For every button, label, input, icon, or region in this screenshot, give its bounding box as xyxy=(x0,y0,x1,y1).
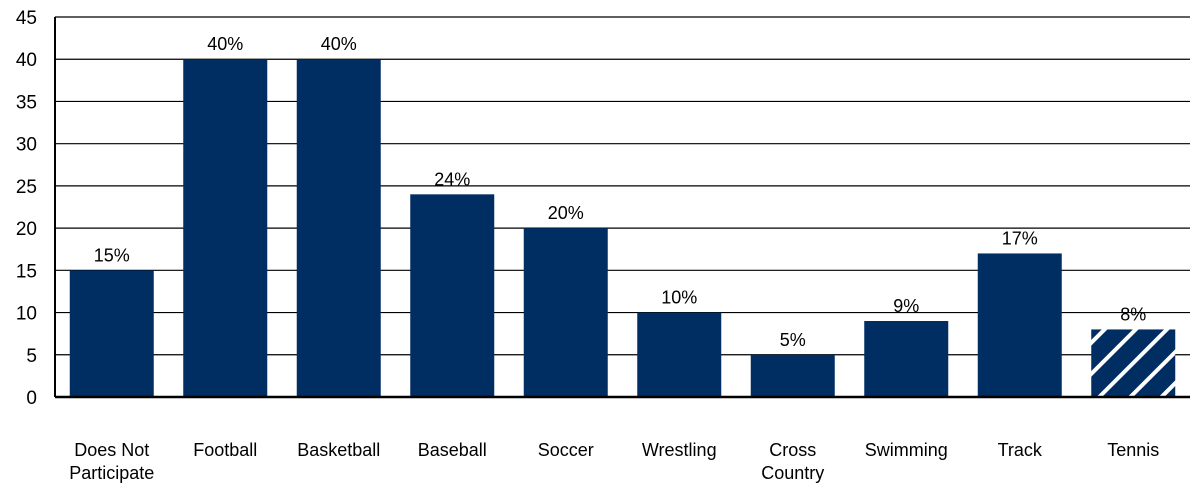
bar-wrestling xyxy=(637,312,722,397)
bar-soccer xyxy=(523,228,608,397)
data-label: 15% xyxy=(94,245,130,265)
y-tick-label: 0 xyxy=(26,388,37,409)
data-label: 9% xyxy=(893,296,919,316)
y-tick-label: 20 xyxy=(16,219,37,240)
data-labels: 15% 40% 40% 24% 20% 10% 5% 9% 17% 8% xyxy=(94,34,1147,350)
y-tick-label: 5 xyxy=(26,346,37,367)
y-tick-label: 40 xyxy=(16,50,37,71)
x-tick-label: Track xyxy=(998,440,1043,460)
bar-basketball xyxy=(296,59,381,397)
data-label: 20% xyxy=(548,203,584,223)
bar-cross-country xyxy=(750,354,835,397)
x-tick-label: Swimming xyxy=(865,440,948,460)
y-tick-label: 35 xyxy=(16,92,37,113)
data-label: 5% xyxy=(780,330,806,350)
data-label: 8% xyxy=(1120,304,1146,324)
bar-baseball xyxy=(410,194,495,397)
x-tick-label: Does Not Participate xyxy=(69,440,154,483)
y-tick-label: 30 xyxy=(16,135,37,156)
x-tick-label: Cross Country xyxy=(761,440,824,483)
data-label: 40% xyxy=(321,34,357,54)
data-label: 10% xyxy=(661,288,697,308)
x-tick-label: Soccer xyxy=(538,440,594,460)
y-axis-ticks: 0 5 10 15 20 25 30 35 40 45 xyxy=(16,8,37,409)
x-tick-label: Tennis xyxy=(1107,440,1159,460)
y-tick-label: 10 xyxy=(16,304,37,325)
y-tick-label: 15 xyxy=(16,261,37,282)
data-label: 17% xyxy=(1002,228,1038,248)
bar-football xyxy=(183,59,268,397)
data-label: 40% xyxy=(207,34,243,54)
x-axis-categories: Does Not Participate Football Basketball Bas… xyxy=(69,440,1159,483)
bar-track xyxy=(977,253,1062,397)
bar-does-not-participate xyxy=(69,270,154,397)
x-tick-label: Basketball xyxy=(297,440,380,460)
bar-swimming xyxy=(864,321,949,397)
x-tick-label: Baseball xyxy=(418,440,487,460)
x-tick-label: Wrestling xyxy=(642,440,717,460)
bars xyxy=(69,59,1176,397)
bar-tennis xyxy=(1091,329,1176,397)
data-label: 24% xyxy=(434,169,470,189)
x-tick-label: Football xyxy=(193,440,257,460)
y-tick-label: 25 xyxy=(16,177,37,198)
y-tick-label: 45 xyxy=(16,8,37,29)
